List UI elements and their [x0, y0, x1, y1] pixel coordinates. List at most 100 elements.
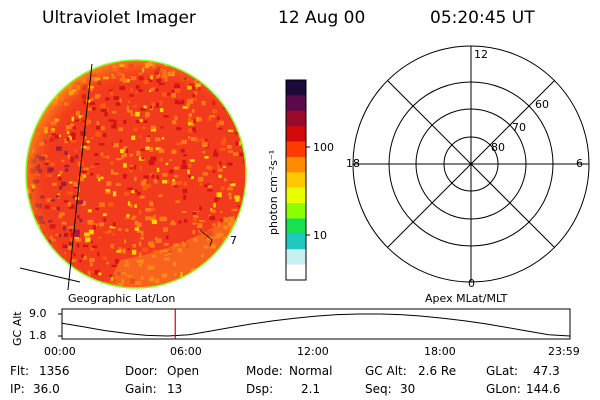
- emission-speckle: [244, 248, 246, 253]
- emission-speckle: [249, 144, 254, 149]
- emission-speckle: [35, 284, 38, 288]
- emission-speckle: [242, 99, 246, 105]
- emission-speckle: [242, 244, 246, 248]
- emission-speckle: [32, 75, 37, 81]
- emission-speckle: [249, 228, 254, 232]
- geo-label: Geographic Lat/Lon: [68, 292, 176, 305]
- emission-speckle: [26, 75, 32, 80]
- mlt-label-0: 0: [468, 277, 475, 290]
- emission-speckle: [185, 289, 189, 291]
- emission-speckle: [188, 291, 192, 294]
- altitude-xtick: 23:59: [548, 345, 580, 358]
- emission-speckle: [232, 97, 235, 101]
- emission-speckle: [230, 273, 235, 276]
- emission-speckle: [183, 65, 188, 70]
- colorbar-tick-10: 10: [313, 229, 327, 242]
- emission-speckle: [26, 100, 30, 105]
- colorbar-cell: [286, 233, 306, 250]
- emission-speckle: [31, 110, 37, 113]
- mode-value: Normal: [289, 364, 333, 378]
- emission-speckle: [34, 239, 37, 242]
- emission-speckle: [248, 189, 252, 194]
- colorbar-cell: [286, 80, 306, 96]
- emission-speckle: [27, 88, 31, 92]
- emission-speckle: [26, 287, 30, 288]
- emission-speckle: [229, 74, 233, 78]
- emission-speckle: [88, 288, 94, 291]
- emission-speckle: [244, 141, 246, 146]
- emission-speckle: [235, 282, 242, 287]
- apex-label: Apex MLat/MLT: [425, 292, 508, 305]
- emission-speckle: [27, 115, 30, 119]
- date-label: 12 Aug 00: [278, 8, 366, 28]
- emission-speckle: [202, 276, 207, 279]
- altitude-plot: [58, 308, 571, 340]
- emission-speckle: [241, 110, 246, 114]
- ip-label: IP:: [10, 382, 25, 396]
- emission-speckle: [70, 60, 76, 63]
- emission-speckle: [246, 77, 250, 80]
- emission-speckle: [249, 179, 251, 182]
- emission-speckle: [87, 62, 91, 65]
- emission-speckle: [43, 60, 47, 64]
- emission-speckle: [248, 94, 253, 98]
- emission-speckle: [28, 75, 31, 80]
- colorbar-cell: [286, 95, 306, 112]
- emission-speckle: [190, 285, 194, 288]
- polar-grid: [352, 45, 590, 283]
- emission-speckle: [223, 84, 230, 89]
- emission-speckle: [220, 258, 224, 261]
- emission-speckle: [39, 101, 43, 104]
- emission-speckle: [230, 85, 236, 90]
- emission-speckle: [50, 88, 53, 92]
- emission-speckle: [41, 74, 45, 78]
- emission-speckle: [184, 283, 189, 286]
- emission-speckle: [26, 244, 31, 247]
- emission-speckle: [26, 73, 29, 76]
- emission-speckle: [179, 291, 182, 296]
- altitude-ytick-1-8: 1.8: [29, 329, 47, 342]
- emission-speckle: [245, 60, 246, 64]
- emission-speckle: [60, 78, 63, 81]
- emission-speckle: [219, 280, 226, 286]
- emission-speckle: [248, 212, 251, 216]
- emission-speckle: [220, 262, 225, 265]
- meridian-line: [67, 63, 93, 291]
- glon-value: 144.6: [526, 382, 561, 396]
- emission-speckle: [231, 77, 237, 81]
- emission-speckle: [244, 195, 246, 200]
- emission-speckle: [224, 261, 230, 266]
- emission-speckle: [221, 97, 224, 102]
- emission-speckle: [44, 291, 48, 296]
- emission-speckle: [40, 280, 44, 284]
- emission-speckle: [26, 241, 32, 244]
- disk-limb: [25, 59, 247, 289]
- altitude-xtick: 12:00: [297, 345, 329, 358]
- colorbar-cell: [286, 218, 306, 235]
- flt-label: Flt:: [10, 364, 29, 378]
- emission-speckle: [241, 261, 246, 264]
- emission-speckle: [58, 69, 64, 72]
- dsp-value: 2.1: [301, 382, 321, 396]
- emission-speckle: [43, 251, 47, 255]
- emission-speckle: [37, 257, 40, 260]
- emission-speckle: [248, 255, 253, 257]
- emission-speckle: [59, 61, 66, 67]
- emission-speckle: [223, 88, 226, 91]
- emission-speckle: [244, 260, 246, 265]
- emission-speckle: [28, 97, 33, 102]
- emission-speckle: [26, 242, 30, 248]
- mlt-line-diagonal: [387, 80, 555, 248]
- emission-speckle: [194, 68, 199, 73]
- emission-speckle: [31, 112, 37, 118]
- emission-speckle: [59, 263, 65, 268]
- emission-speckle: [171, 282, 176, 287]
- emission-speckle: [65, 68, 71, 74]
- emission-speckle: [51, 80, 57, 84]
- emission-speckle: [29, 252, 33, 257]
- glat-value: 47.3: [533, 364, 560, 378]
- emission-speckle: [214, 80, 217, 82]
- emission-speckle: [242, 123, 246, 127]
- emission-speckle: [233, 273, 238, 277]
- emission-speckle: [232, 71, 237, 76]
